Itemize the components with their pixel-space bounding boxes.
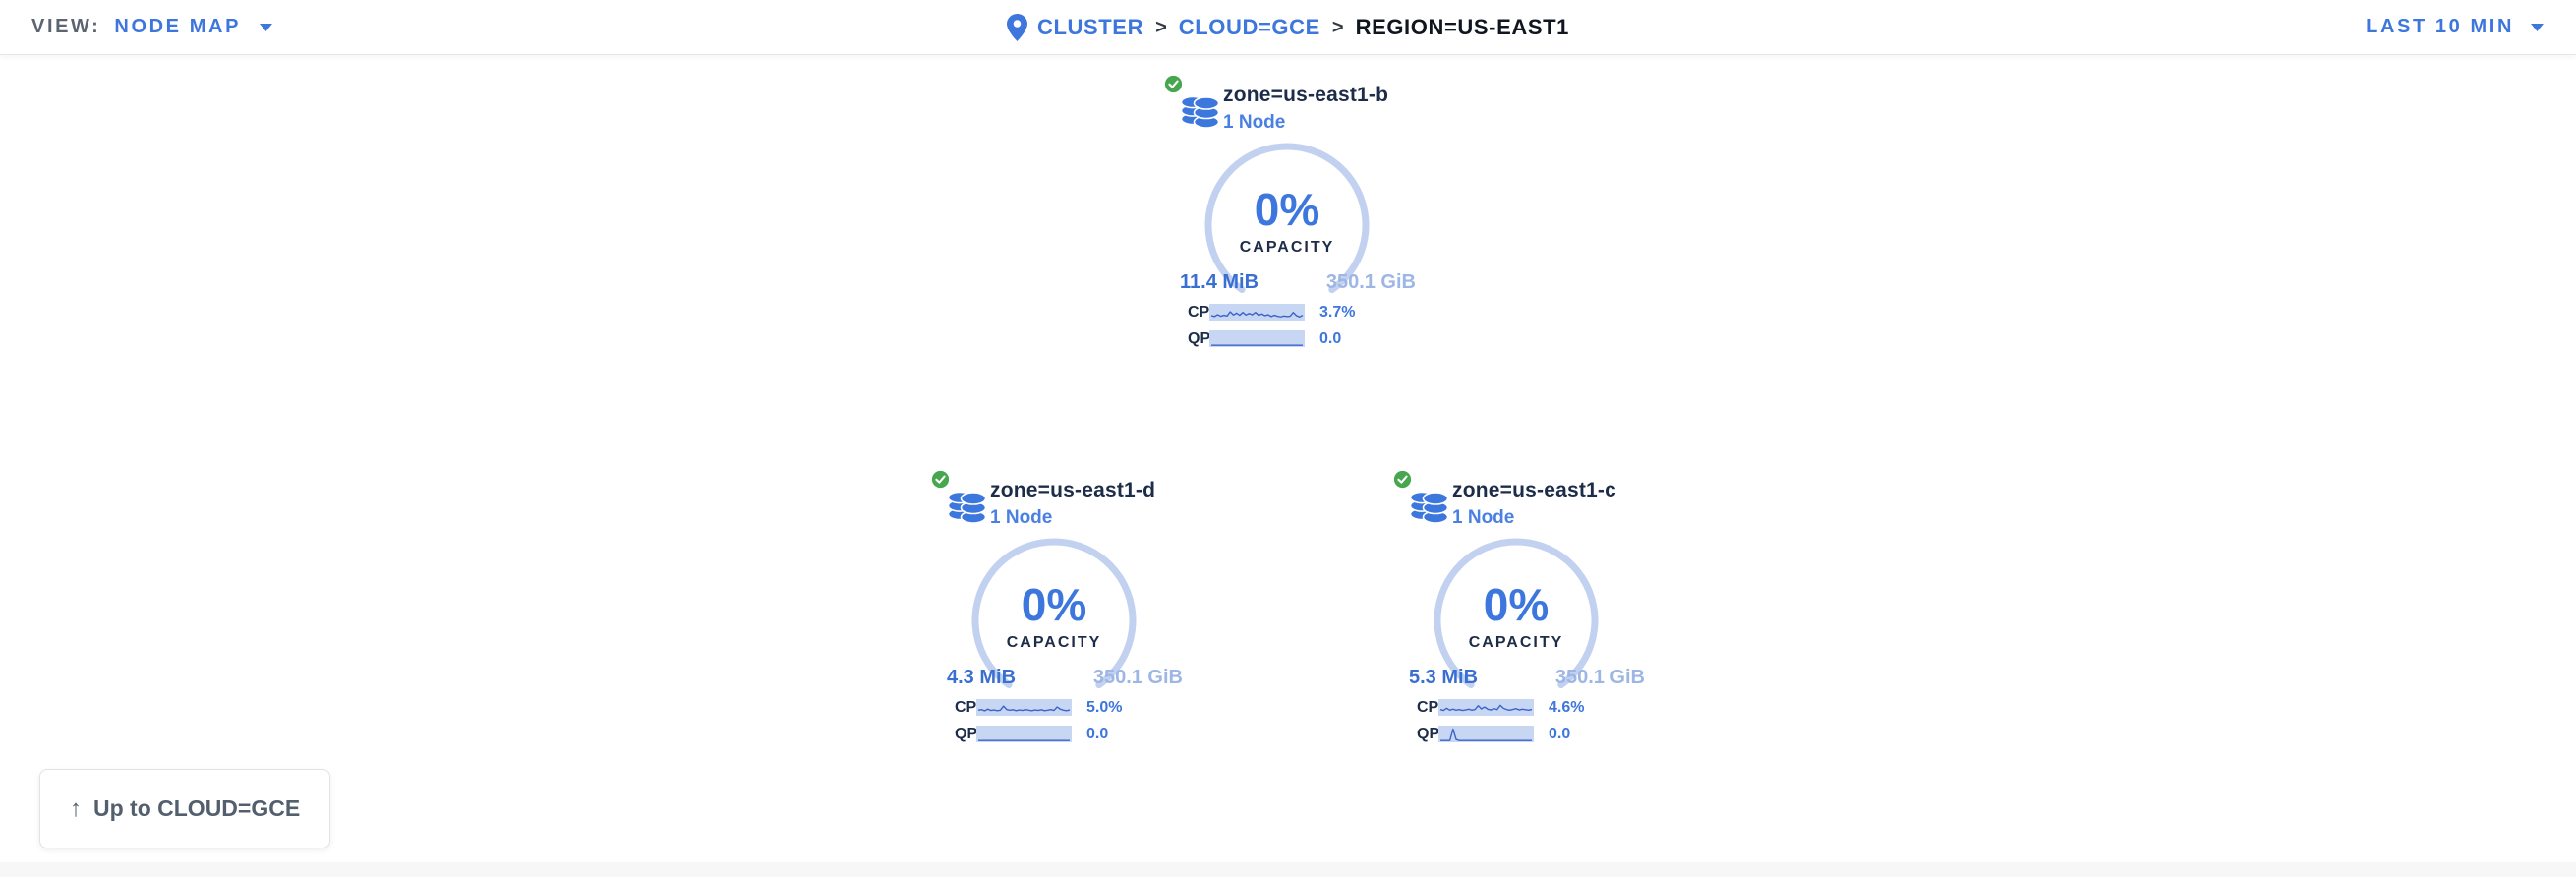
- capacity-total: 350.1 GiB: [1325, 271, 1416, 293]
- capacity-gauge-arc: [1204, 143, 1370, 308]
- database-stack-icon: [1409, 484, 1449, 529]
- qps-metric-row: QPS 0.0: [925, 726, 1183, 742]
- cpu-label: CPU: [1417, 698, 1450, 716]
- zone-icon: [1158, 72, 1223, 133]
- zone-card-header: zone=us-east1-b 1 Node: [1158, 72, 1388, 134]
- time-range-value: LAST 10 MIN: [2366, 16, 2514, 37]
- cpu-sparkline: [1209, 304, 1305, 321]
- zone-node-count: 1 Node: [1223, 112, 1286, 133]
- view-label: VIEW:: [31, 16, 101, 37]
- database-stack-icon: [1180, 88, 1220, 134]
- qps-sparkline: [976, 726, 1072, 742]
- breadcrumb-current-region: REGION=US-EAST1: [1355, 15, 1570, 39]
- capacity-used: 11.4 MiB: [1180, 271, 1259, 293]
- up-button-label: Up to CLOUD=GCE: [93, 795, 301, 821]
- cpu-sparkline: [1438, 699, 1534, 716]
- cpu-label: CPU: [955, 698, 988, 716]
- zone-node-count: 1 Node: [1452, 507, 1515, 528]
- zone-card-us-east1-d[interactable]: zone=us-east1-d 1 Node 0% CAPACITY 4.3 M…: [925, 467, 1183, 754]
- capacity-used: 5.3 MiB: [1409, 667, 1479, 688]
- zone-card-header: zone=us-east1-c 1 Node: [1387, 467, 1616, 529]
- breadcrumb: CLUSTER > CLOUD=GCE > REGION=US-EAST1: [1006, 0, 1570, 55]
- view-switcher[interactable]: VIEW: NODE MAP: [31, 16, 273, 38]
- cpu-value: 3.7%: [1319, 303, 1356, 321]
- top-toolbar: VIEW: NODE MAP CLUSTER > CLOUD=GCE > REG…: [0, 0, 2576, 55]
- capacity-usage-row: 5.3 MiB 350.1 GiB: [1409, 667, 1645, 689]
- qps-value: 0.0: [1319, 329, 1342, 347]
- capacity-usage-row: 4.3 MiB 350.1 GiB: [947, 667, 1183, 689]
- capacity-used: 4.3 MiB: [947, 667, 1017, 688]
- zone-node-count: 1 Node: [990, 507, 1053, 528]
- capacity-total: 350.1 GiB: [1092, 667, 1183, 688]
- breadcrumb-cloud-gce-link[interactable]: CLOUD=GCE: [1178, 15, 1320, 39]
- status-healthy-icon: [930, 469, 951, 495]
- status-healthy-icon: [1163, 74, 1184, 99]
- qps-label: QPS: [1417, 725, 1450, 742]
- bottom-band: [0, 862, 2576, 877]
- breadcrumb-separator: >: [1331, 16, 1344, 38]
- cpu-metric-row: CPU 4.6%: [1387, 699, 1645, 716]
- chevron-down-icon: [259, 23, 273, 32]
- chevron-down-icon: [2530, 23, 2545, 32]
- status-healthy-icon: [1392, 469, 1413, 495]
- zone-title: zone=us-east1-d: [990, 479, 1156, 501]
- breadcrumb-separator: >: [1155, 16, 1167, 38]
- qps-label: QPS: [955, 725, 988, 742]
- qps-value: 0.0: [1549, 725, 1571, 742]
- capacity-total: 350.1 GiB: [1554, 667, 1645, 688]
- zone-card-us-east1-b[interactable]: zone=us-east1-b 1 Node 0% CAPACITY 11.4 …: [1158, 72, 1416, 359]
- capacity-usage-row: 11.4 MiB 350.1 GiB: [1180, 271, 1416, 294]
- qps-value: 0.0: [1086, 725, 1109, 742]
- cpu-sparkline: [976, 699, 1072, 716]
- qps-sparkline: [1438, 726, 1534, 742]
- qps-label: QPS: [1188, 329, 1221, 347]
- cpu-value: 4.6%: [1549, 698, 1585, 716]
- up-arrow-icon: ↑: [70, 794, 82, 822]
- qps-sparkline: [1209, 330, 1305, 347]
- breadcrumb-cluster-link[interactable]: CLUSTER: [1036, 15, 1144, 39]
- zone-card-us-east1-c[interactable]: zone=us-east1-c 1 Node 0% CAPACITY 5.3 M…: [1387, 467, 1645, 754]
- cpu-metric-row: CPU 3.7%: [1158, 304, 1416, 321]
- capacity-gauge-arc: [971, 538, 1137, 703]
- zone-icon: [925, 467, 990, 528]
- node-map-canvas: zone=us-east1-b 1 Node 0% CAPACITY 11.4 …: [0, 55, 2576, 877]
- zone-title: zone=us-east1-c: [1452, 479, 1616, 501]
- capacity-gauge-arc: [1434, 538, 1599, 703]
- up-to-cloud-gce-button[interactable]: ↑ Up to CLOUD=GCE: [39, 769, 331, 848]
- cpu-label: CPU: [1188, 303, 1221, 321]
- zone-title: zone=us-east1-b: [1223, 84, 1389, 106]
- view-value[interactable]: NODE MAP: [114, 16, 242, 37]
- zone-card-header: zone=us-east1-d 1 Node: [925, 467, 1155, 529]
- time-range-selector[interactable]: LAST 10 MIN: [2366, 16, 2545, 38]
- cpu-value: 5.0%: [1086, 698, 1123, 716]
- database-stack-icon: [947, 484, 987, 529]
- qps-metric-row: QPS 0.0: [1387, 726, 1645, 742]
- location-pin-icon: [1006, 14, 1027, 41]
- zone-icon: [1387, 467, 1452, 528]
- cpu-metric-row: CPU 5.0%: [925, 699, 1183, 716]
- qps-metric-row: QPS 0.0: [1158, 330, 1416, 347]
